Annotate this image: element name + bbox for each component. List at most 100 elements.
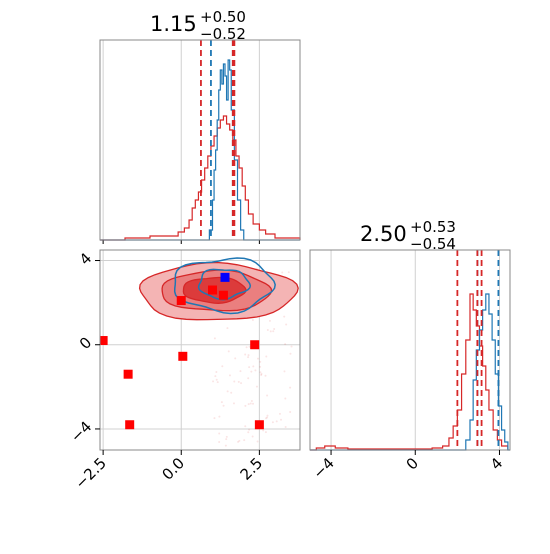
background-sample — [225, 435, 228, 438]
background-sample — [266, 416, 269, 419]
background-sample — [234, 357, 237, 360]
background-sample — [289, 410, 292, 413]
background-sample — [248, 428, 251, 431]
background-sample — [222, 404, 225, 407]
background-sample — [252, 365, 255, 368]
background-sample — [251, 319, 254, 322]
background-sample — [248, 366, 251, 369]
y-tick-label: 0 — [76, 333, 95, 352]
joint-content — [100, 250, 300, 450]
background-sample — [290, 345, 293, 348]
background-sample — [265, 355, 268, 358]
red-marker — [100, 336, 108, 346]
red-marker — [178, 351, 188, 361]
x-tick-label: 0 — [403, 454, 422, 473]
x-tick-label: 0.0 — [158, 454, 188, 484]
background-sample — [244, 425, 247, 428]
background-sample — [272, 330, 275, 333]
background-sample — [233, 380, 236, 383]
x-tick-label: 4 — [487, 454, 506, 473]
background-sample — [218, 441, 221, 444]
background-sample — [280, 418, 283, 421]
red-marker — [250, 340, 260, 350]
background-sample — [266, 329, 269, 332]
background-sample — [271, 421, 274, 424]
title-lower-error: −0.52 — [200, 25, 246, 43]
red-marker — [125, 420, 135, 430]
red-marker — [176, 296, 186, 306]
background-sample — [260, 374, 263, 377]
background-sample — [218, 432, 221, 435]
blue-marker — [220, 272, 230, 282]
background-sample — [212, 380, 215, 383]
background-sample — [247, 356, 250, 359]
background-sample — [281, 271, 284, 274]
background-sample — [249, 402, 252, 405]
background-sample — [289, 386, 292, 389]
background-sample — [262, 429, 265, 432]
background-sample — [213, 417, 216, 420]
x-tick-label: −4 — [310, 454, 338, 482]
y-tick-label: 4 — [76, 249, 95, 268]
title-value: 2.50 — [360, 222, 407, 246]
background-sample — [252, 402, 255, 405]
background-sample — [283, 315, 286, 318]
background-sample — [259, 360, 262, 363]
blue-histogram — [100, 59, 300, 241]
title-value: 1.15 — [150, 12, 197, 36]
background-sample — [256, 440, 259, 443]
background-sample — [255, 385, 258, 388]
panel-titles: 1.15 +0.50−0.52 2.50 +0.53−0.54 — [150, 8, 456, 253]
background-sample — [244, 353, 247, 356]
background-sample — [284, 343, 287, 346]
background-sample — [259, 371, 262, 374]
background-sample — [240, 382, 243, 385]
background-sample — [215, 371, 218, 374]
x-tick-label: 2.5 — [237, 454, 267, 484]
marginal-x-frame — [99, 39, 301, 241]
blue-contour-outer — [173, 257, 276, 315]
background-sample — [251, 435, 254, 438]
background-sample — [250, 370, 253, 373]
blue-histogram — [310, 293, 510, 451]
marginal-y-frame — [309, 249, 511, 451]
background-sample — [218, 415, 221, 418]
background-sample — [287, 271, 290, 274]
red-marker — [123, 369, 133, 379]
background-sample — [238, 439, 241, 442]
background-sample — [227, 350, 230, 353]
title-upper-error: +0.50 — [200, 8, 246, 26]
background-sample — [278, 412, 281, 415]
red-marker — [254, 420, 264, 430]
background-sample — [244, 404, 247, 407]
marginal-y-title: 2.50 — [360, 222, 407, 246]
background-sample — [247, 403, 250, 406]
background-sample — [228, 374, 231, 377]
background-sample — [266, 414, 269, 417]
background-sample — [237, 440, 240, 443]
background-sample — [259, 365, 262, 368]
background-sample — [266, 394, 269, 397]
background-sample — [237, 380, 240, 383]
background-sample — [226, 327, 229, 330]
background-sample — [214, 375, 217, 378]
joint-scatter-panel: −2.5 0.0 2.5 −4 0 4 — [67, 249, 301, 493]
background-sample — [269, 330, 272, 333]
background-sample — [216, 381, 219, 384]
red-marker — [218, 290, 228, 300]
background-sample — [224, 444, 227, 447]
background-sample — [225, 438, 228, 441]
background-sample — [289, 352, 292, 355]
background-sample — [239, 370, 242, 373]
background-sample — [243, 439, 246, 442]
background-sample — [285, 323, 288, 326]
background-sample — [264, 374, 267, 377]
background-sample — [232, 402, 235, 405]
background-sample — [275, 420, 278, 423]
background-sample — [260, 372, 263, 375]
title-lower-error: −0.54 — [410, 235, 456, 253]
background-sample — [247, 354, 250, 357]
background-sample — [213, 337, 216, 340]
marginal-x-title: 1.15 — [150, 12, 197, 36]
background-sample — [284, 426, 287, 429]
